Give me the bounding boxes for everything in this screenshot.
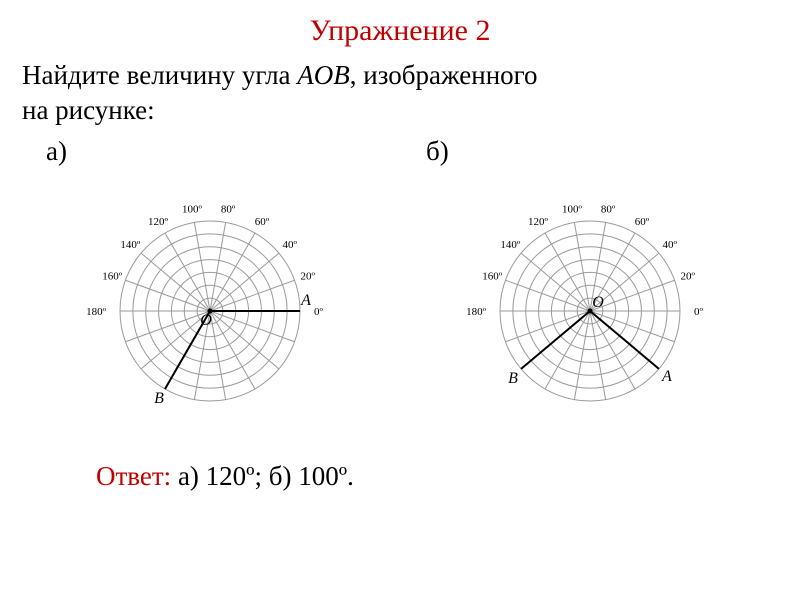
svg-text:140º: 140º	[500, 239, 521, 251]
question-text: Найдите величину угла AOB, изображенного…	[0, 48, 800, 128]
svg-text:O: O	[592, 294, 604, 311]
diagram-a-column: а) 0º 20º 40º 60º 80º 100º 120º 140º 160º 180º A B O	[40, 136, 380, 433]
svg-text:100º: 100º	[182, 204, 203, 216]
svg-text:0º: 0º	[694, 306, 704, 318]
answer-line: Ответ: а) 120º; б) 100º.	[0, 433, 800, 492]
svg-text:100º: 100º	[562, 204, 583, 216]
svg-text:120º: 120º	[148, 216, 169, 228]
svg-text:120º: 120º	[528, 216, 549, 228]
svg-text:A: A	[661, 368, 672, 385]
protractor-b: 0º 20º 40º 60º 80º 100º 120º 140º 160º 180º A B O	[445, 173, 735, 433]
diagram-b-wrap: 0º 20º 40º 60º 80º 100º 120º 140º 160º 180º A B O	[420, 173, 760, 433]
label-b: б)	[420, 136, 449, 173]
diagrams-row: а) 0º 20º 40º 60º 80º 100º 120º 140º 160º 180º A B O…	[0, 128, 800, 433]
svg-text:20º: 20º	[681, 271, 696, 283]
question-part1b: , изображенного	[350, 60, 538, 90]
question-italic: AOB	[297, 60, 349, 90]
svg-text:60º: 60º	[635, 216, 650, 228]
diagram-a-wrap: 0º 20º 40º 60º 80º 100º 120º 140º 160º 180º A B O	[40, 173, 380, 433]
answer-rest: а) 120º; б) 100º.	[171, 461, 354, 491]
svg-text:A: A	[300, 292, 311, 309]
svg-text:180º: 180º	[466, 306, 487, 318]
answer-prefix: Ответ:	[96, 461, 171, 491]
svg-text:180º: 180º	[86, 306, 107, 318]
svg-text:60º: 60º	[255, 216, 270, 228]
question-part2: на рисунке:	[22, 95, 155, 125]
svg-text:20º: 20º	[301, 271, 316, 283]
svg-text:40º: 40º	[662, 239, 677, 251]
label-a: а)	[40, 136, 67, 173]
svg-text:160º: 160º	[482, 271, 503, 283]
svg-text:B: B	[508, 370, 518, 387]
svg-text:80º: 80º	[221, 204, 236, 216]
exercise-title: Упражнение 2	[0, 0, 800, 48]
svg-text:40º: 40º	[282, 239, 297, 251]
svg-text:140º: 140º	[120, 239, 141, 251]
svg-text:80º: 80º	[601, 204, 616, 216]
diagram-b-column: б) 0º 20º 40º 60º 80º 100º 120º 140º 160º 180º A B O	[420, 136, 760, 433]
exercise-title-text: Упражнение 2	[310, 14, 491, 47]
svg-text:B: B	[154, 390, 164, 407]
question-part1: Найдите величину угла	[22, 60, 297, 90]
svg-text:0º: 0º	[314, 306, 324, 318]
protractor-a: 0º 20º 40º 60º 80º 100º 120º 140º 160º 180º A B O	[65, 173, 355, 433]
svg-text:160º: 160º	[102, 271, 123, 283]
svg-text:O: O	[200, 312, 212, 329]
